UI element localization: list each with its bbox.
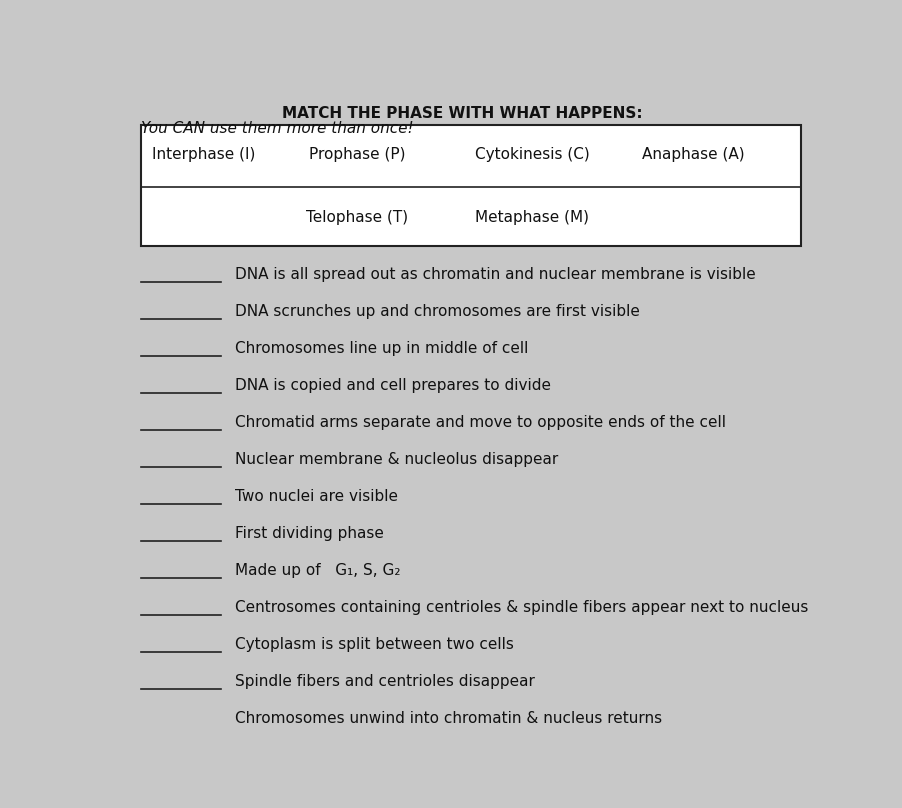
Text: Chromosomes unwind into chromatin & nucleus returns: Chromosomes unwind into chromatin & nucl… [235, 711, 662, 726]
Text: Made up of   G₁, S, G₂: Made up of G₁, S, G₂ [235, 563, 400, 578]
Bar [141, 125, 801, 246]
Text: Centrosomes containing centrioles & spindle fibers appear next to nucleus: Centrosomes containing centrioles & spin… [235, 600, 808, 615]
Text: Anaphase (A): Anaphase (A) [641, 147, 744, 162]
Text: Chromatid arms separate and move to opposite ends of the cell: Chromatid arms separate and move to oppo… [235, 415, 726, 430]
Text: DNA scrunches up and chromosomes are first visible: DNA scrunches up and chromosomes are fir… [235, 304, 640, 319]
Text: Chromosomes line up in middle of cell: Chromosomes line up in middle of cell [235, 341, 529, 356]
Text: Telophase (T): Telophase (T) [307, 210, 409, 225]
Text: DNA is all spread out as chromatin and nuclear membrane is visible: DNA is all spread out as chromatin and n… [235, 267, 756, 282]
Text: Spindle fibers and centrioles disappear: Spindle fibers and centrioles disappear [235, 674, 535, 689]
Text: Metaphase (M): Metaphase (M) [475, 210, 589, 225]
Text: Two nuclei are visible: Two nuclei are visible [235, 489, 398, 504]
Text: Nuclear membrane & nucleolus disappear: Nuclear membrane & nucleolus disappear [235, 452, 558, 467]
Text: Interphase (I): Interphase (I) [152, 147, 255, 162]
Text: You CAN use them more than once!: You CAN use them more than once! [141, 120, 413, 136]
Text: Prophase (P): Prophase (P) [309, 147, 406, 162]
Text: DNA is copied and cell prepares to divide: DNA is copied and cell prepares to divid… [235, 378, 551, 393]
Text: Cytokinesis (C): Cytokinesis (C) [474, 147, 590, 162]
Text: First dividing phase: First dividing phase [235, 526, 384, 541]
Text: MATCH THE PHASE WITH WHAT HAPPENS:: MATCH THE PHASE WITH WHAT HAPPENS: [282, 107, 642, 121]
Text: Cytoplasm is split between two cells: Cytoplasm is split between two cells [235, 637, 514, 652]
